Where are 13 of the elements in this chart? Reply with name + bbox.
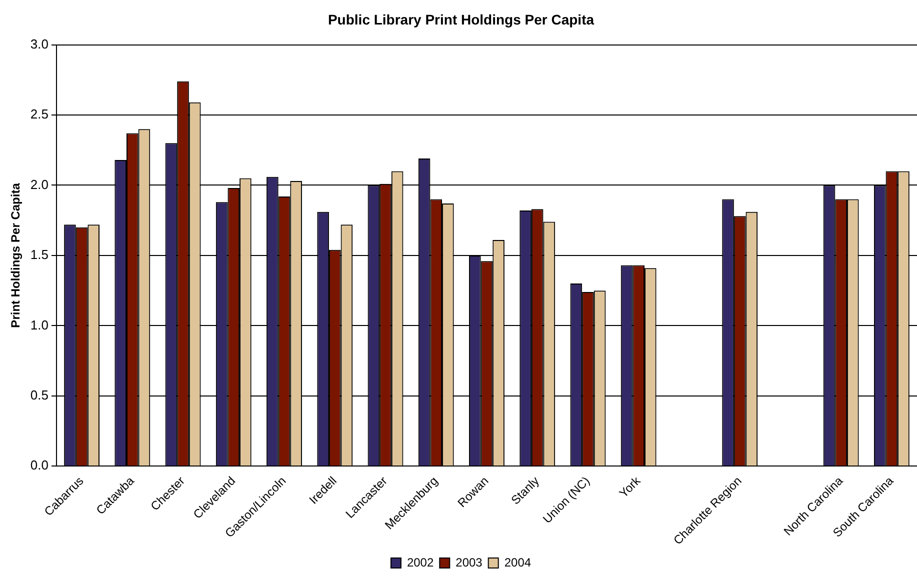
x-tick-label: York — [616, 473, 644, 500]
y-tick-label: 0.0 — [30, 458, 48, 473]
y-tick-label: 3.0 — [30, 36, 48, 52]
y-tick-label: 1.0 — [30, 317, 48, 332]
chart-title: Public Library Print Holdings Per Capita — [328, 11, 594, 28]
y-tick-label: 0.5 — [30, 387, 48, 402]
y-tick-label: 2.5 — [30, 106, 48, 122]
legend-label: 2002 — [406, 555, 434, 570]
legend-label: 2004 — [504, 555, 532, 570]
y-tick-label: 1.5 — [30, 247, 48, 262]
y-axis-title: Print Holdings Per Capita — [8, 182, 23, 328]
y-tick-label: 2.0 — [30, 176, 48, 192]
legend-label: 2003 — [456, 555, 483, 570]
